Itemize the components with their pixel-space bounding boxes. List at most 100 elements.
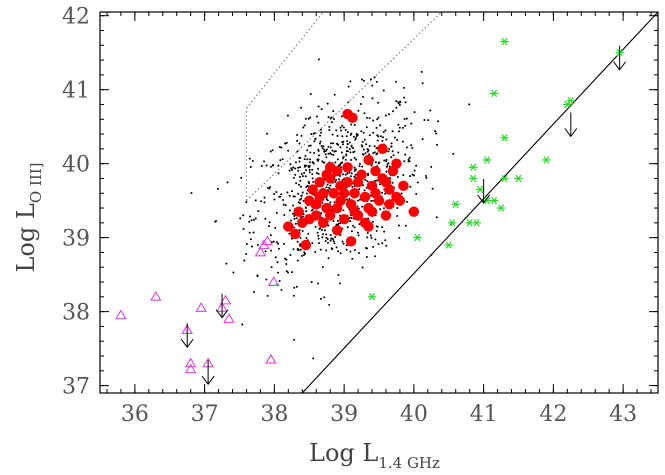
black-point (345, 248, 348, 251)
black-point (254, 217, 257, 220)
red-circle-point (342, 162, 353, 173)
green-asterisk-point (468, 163, 478, 172)
black-point (214, 220, 217, 223)
black-point (357, 234, 360, 237)
black-point (332, 142, 335, 145)
black-point (350, 159, 353, 162)
y-tick-label: 37 (62, 375, 90, 400)
black-point (353, 170, 356, 173)
black-point (318, 142, 321, 145)
black-point (350, 172, 353, 175)
black-point (263, 201, 266, 204)
red-circle-point (347, 112, 358, 123)
black-point (289, 163, 292, 166)
black-point (329, 117, 332, 120)
black-point (352, 224, 355, 227)
black-point (346, 131, 349, 134)
black-point (297, 192, 300, 195)
black-point (353, 226, 356, 229)
red-circle-point (331, 225, 343, 236)
red-circle-point (314, 191, 325, 203)
black-point (279, 159, 282, 162)
black-point (274, 256, 277, 259)
black-point (375, 147, 378, 150)
green-asterisk-point (444, 241, 453, 249)
black-point (288, 194, 291, 197)
black-point (337, 143, 340, 146)
black-point (342, 242, 345, 245)
black-point (358, 188, 361, 191)
black-point (333, 93, 336, 96)
black-point (299, 202, 302, 205)
black-point (250, 219, 253, 222)
black-point (273, 198, 276, 201)
black-point (277, 247, 280, 250)
black-point (366, 180, 369, 183)
black-point (358, 223, 361, 226)
black-point (408, 160, 411, 163)
black-point (315, 115, 318, 118)
black-point (294, 161, 297, 164)
black-point (372, 152, 375, 155)
black-point (396, 215, 399, 218)
black-point (300, 173, 303, 176)
black-point (352, 147, 355, 150)
green-asterisk-point (367, 293, 377, 301)
black-point (366, 236, 369, 239)
black-point (345, 135, 348, 138)
black-point (361, 165, 364, 168)
green-asterisk-point (451, 200, 460, 209)
black-point (314, 250, 317, 253)
black-point (323, 229, 326, 232)
black-point (361, 205, 364, 208)
black-point (346, 172, 349, 175)
black-point (329, 234, 332, 237)
black-point (364, 179, 367, 182)
black-point (365, 143, 368, 146)
black-point (404, 124, 407, 127)
black-point (297, 169, 300, 172)
black-point (332, 220, 335, 223)
black-point (317, 234, 320, 237)
red-circle-point (384, 184, 395, 195)
black-point (344, 158, 347, 161)
black-point (340, 151, 343, 154)
black-point (288, 169, 291, 172)
black-point (339, 252, 342, 255)
black-point (409, 185, 412, 188)
black-point (335, 246, 338, 249)
black-point (331, 133, 334, 136)
black-point (363, 138, 366, 141)
black-point (342, 155, 345, 158)
black-point (242, 214, 245, 217)
black-point (290, 190, 293, 193)
black-point (427, 119, 430, 122)
black-point (265, 164, 268, 167)
black-point (328, 125, 331, 128)
black-point (286, 191, 289, 194)
black-point (345, 154, 348, 157)
black-point (332, 238, 335, 241)
black-point (358, 162, 361, 165)
black-point (298, 160, 301, 163)
x-tick-label: 40 (400, 402, 428, 427)
black-point (251, 159, 254, 162)
black-point (406, 200, 409, 203)
black-point (394, 80, 397, 83)
black-point (390, 145, 393, 148)
black-point (370, 164, 373, 167)
black-point (275, 241, 278, 244)
black-point (331, 248, 334, 251)
black-point (330, 121, 333, 124)
plot-frame (99, 11, 659, 394)
black-point (396, 138, 399, 141)
black-point (373, 151, 376, 154)
black-point (277, 172, 280, 175)
black-point (313, 140, 316, 143)
black-point (354, 173, 357, 176)
black-point (341, 240, 344, 243)
black-point (327, 241, 330, 244)
black-point (264, 217, 267, 220)
black-point (368, 145, 371, 148)
black-point (365, 116, 368, 119)
